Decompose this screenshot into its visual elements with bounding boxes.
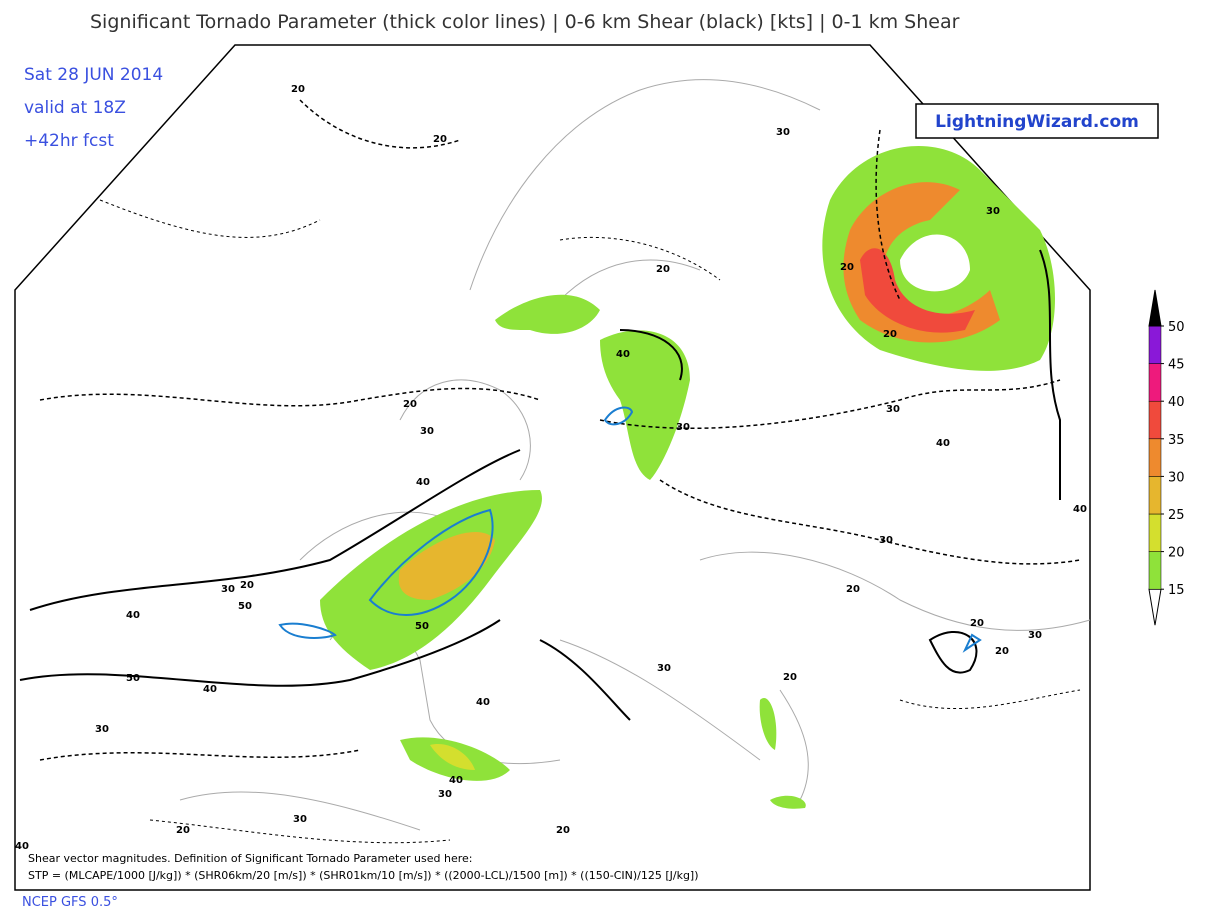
source: NCEP GFS 0.5° [22,895,118,910]
contour-label: 40 [449,775,463,786]
badge-box [915,103,1159,139]
contour-label: 30 [986,206,1000,217]
contour-label: 30 [776,127,790,138]
colorbar-segment [1148,551,1162,590]
stp-fields [320,146,1055,809]
map-frame [14,44,1091,891]
contour-label: 20 [240,580,254,591]
colorbar-segment [1148,476,1162,515]
contour-label: 30 [293,814,307,825]
contour-labels: 20 20 30 30 20 20 20 40 30 30 40 20 30 40 40 30 20 20 30 20… [15,84,1087,852]
contour-label: 40 [616,349,630,360]
contour-label: 40 [416,477,430,488]
contour-label: 40 [126,610,140,621]
forecast-hour: +42hr fcst [24,131,114,151]
contour-label: 50 [238,601,252,612]
colorbar-label: 25 [1168,508,1185,523]
footer-note: Shear vector magnitudes. Definition of S… [28,852,473,865]
colorbar-label: 15 [1168,583,1185,598]
colorbar-segment [1148,325,1162,364]
badge: LightningWizard.com [935,112,1139,132]
contour-label: 40 [476,697,490,708]
contour-label: 20 [656,264,670,275]
colorbar: 15 20 25 30 35 40 45 50 [1148,289,1185,626]
shear-contours [19,99,1081,844]
contour-label: 20 [883,329,897,340]
footer-formula: STP = (MLCAPE/1000 [J/kg]) * (SHR06km/20… [28,869,699,882]
contour-label: 30 [95,724,109,735]
colorbar-label: 20 [1168,546,1185,561]
contour-label: 20 [846,584,860,595]
contour-label: 30 [676,422,690,433]
contour-label: 20 [783,672,797,683]
colorbar-label: 30 [1168,470,1185,485]
contour-label: 30 [879,535,893,546]
colorbar-label: 35 [1168,433,1185,448]
low-level-shear [278,406,982,653]
contour-label: 30 [438,789,452,800]
colorbar-label: 50 [1168,320,1185,335]
contour-label: 20 [403,399,417,410]
valid-time: valid at 18Z [24,98,126,118]
contour-label: 30 [1028,630,1042,641]
contour-label: 40 [936,438,950,449]
colorbar-label: 40 [1168,395,1185,410]
contour-label: 50 [415,621,429,632]
colorbar-segment [1148,513,1162,552]
contour-label: 20 [840,262,854,273]
contour-label: 40 [1073,504,1087,515]
contour-label: 50 [126,673,140,684]
contour-label: 30 [420,426,434,437]
contour-label: 20 [995,646,1009,657]
contour-label: 30 [221,584,235,595]
contour-label: 40 [15,841,29,852]
colorbar-segment [1148,400,1162,440]
colorbar-segment [1148,363,1162,402]
colorbar-over [1148,289,1162,327]
contour-label: 30 [657,663,671,674]
date: Sat 28 JUN 2014 [24,65,163,85]
contour-label: 20 [433,134,447,145]
contour-label: 20 [176,825,190,836]
contour-label: 30 [886,404,900,415]
map-title: Significant Tornado Parameter (thick col… [90,11,960,33]
colorbar-segment [1148,438,1162,477]
colorbar-label: 45 [1168,358,1185,373]
contour-label: 20 [970,618,984,629]
contour-label: 20 [556,825,570,836]
contour-label: 40 [203,684,217,695]
contour-label: 20 [291,84,305,95]
